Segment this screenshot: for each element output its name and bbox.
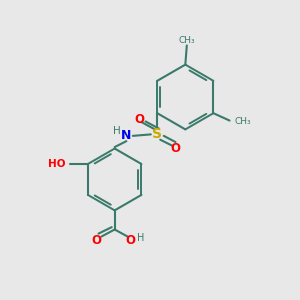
Text: CH₃: CH₃ bbox=[235, 117, 251, 126]
Text: O: O bbox=[134, 112, 144, 126]
Text: N: N bbox=[121, 129, 132, 142]
Text: O: O bbox=[126, 234, 136, 247]
Text: H: H bbox=[136, 233, 144, 243]
Text: H: H bbox=[113, 126, 121, 136]
Text: HO: HO bbox=[48, 159, 66, 169]
Text: O: O bbox=[170, 142, 180, 155]
Text: CH₃: CH₃ bbox=[178, 36, 195, 45]
Text: S: S bbox=[152, 128, 162, 141]
Text: O: O bbox=[91, 234, 101, 247]
